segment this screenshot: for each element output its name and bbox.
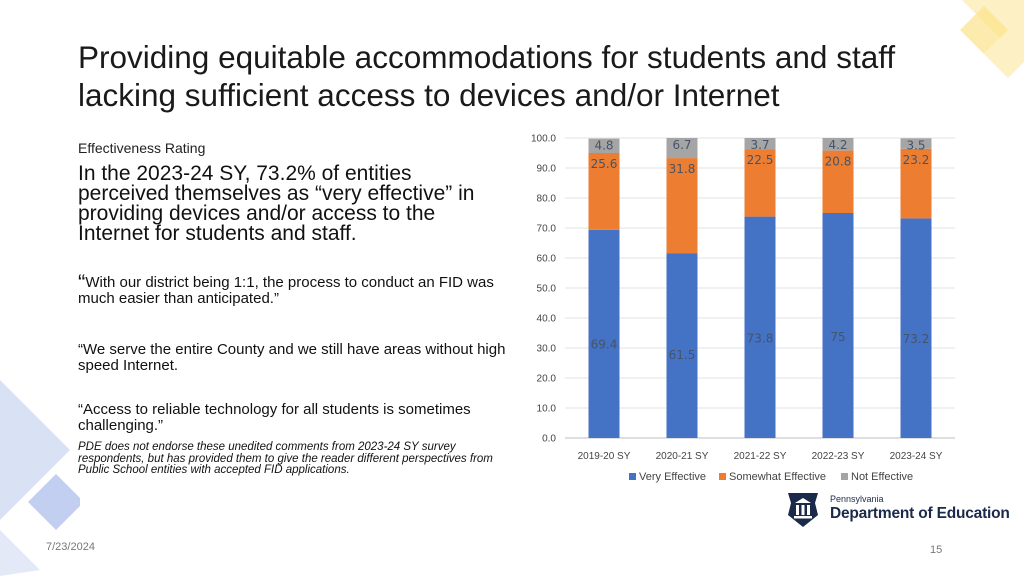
x-tick-label: 2021-22 SY	[734, 451, 787, 462]
legend: Very Effective Somewhat Effective Not Effe…	[629, 471, 913, 483]
legend-entry: Very Effective	[639, 471, 706, 483]
bar-segment	[744, 149, 776, 217]
data-label: 23.2	[903, 153, 930, 167]
data-label: 20.8	[825, 155, 852, 169]
y-tick-label: 30.0	[537, 344, 557, 355]
bar-segment	[822, 138, 854, 151]
legend-swatch	[629, 473, 636, 480]
y-tick-label: 90.0	[537, 164, 557, 175]
bar-segment	[900, 138, 932, 149]
data-label: 69.4	[591, 337, 618, 351]
data-label: 25.6	[591, 157, 618, 171]
quote-2: “We serve the entire County and we still…	[78, 341, 506, 374]
x-tick-label: 2023-24 SY	[890, 451, 943, 462]
disclaimer: PDE does not endorse these unedited comm…	[78, 441, 493, 476]
corner-decoration-bottom-left	[0, 380, 80, 576]
y-tick-label: 70.0	[537, 224, 557, 235]
x-axis-tick-labels: 2019-20 SY 2020-21 SY 2021-22 SY 2022-23 SY…	[578, 451, 943, 462]
bar-segment	[666, 253, 698, 438]
bar-segment	[588, 138, 620, 153]
legend-swatch	[719, 473, 726, 480]
stacked-bar-chart: 0.0 10.0 20.0 30.0 40.0 50.0 60.0 70.0 80.0 90.0 1…	[531, 134, 955, 483]
effectiveness-label: Effectiveness Rating	[78, 140, 206, 156]
bars	[588, 138, 932, 438]
y-tick-label: 40.0	[537, 314, 557, 325]
bar-segment	[822, 150, 854, 213]
slide-page-number: 15	[930, 544, 943, 556]
y-tick-label: 50.0	[537, 284, 557, 295]
y-tick-label: 20.0	[537, 374, 557, 385]
data-label: 61.5	[669, 348, 696, 362]
bar-segment	[900, 148, 932, 219]
y-tick-label: 0.0	[542, 434, 556, 445]
data-label: 22.5	[747, 153, 774, 167]
key-statistic: In the 2023-24 SY, 73.2% of entities per…	[78, 162, 475, 245]
data-label: 73.8	[747, 331, 774, 345]
data-label: 4.2	[828, 138, 847, 152]
data-label: 31.8	[669, 162, 696, 176]
data-label: 3.7	[750, 138, 769, 152]
bar-segment	[900, 218, 932, 438]
x-tick-label: 2022-23 SY	[812, 451, 865, 462]
left-text-panel: Effectiveness Rating In the 2023-24 SY, …	[78, 138, 508, 244]
y-axis-tick-labels: 0.0 10.0 20.0 30.0 40.0 50.0 60.0 70.0 80.0 90.0 1…	[531, 134, 556, 445]
quote-1-text: With our district being 1:1, the process…	[78, 274, 494, 307]
quote-1-open-mark: “	[78, 270, 86, 295]
quote-1: “With our district being 1:1, the proces…	[78, 272, 508, 307]
legend-swatch	[841, 473, 848, 480]
data-label: 6.7	[672, 138, 691, 152]
data-label: 4.8	[594, 139, 613, 153]
y-tick-label: 100.0	[531, 134, 556, 145]
bar-segment	[588, 153, 620, 230]
x-tick-label: 2020-21 SY	[656, 451, 709, 462]
logo-department-name: Department of Education	[830, 505, 1010, 522]
data-label: 75	[830, 330, 845, 344]
slide-title: Providing equitable accommodations for s…	[78, 39, 896, 113]
bar-segment	[822, 213, 854, 438]
bar-segment	[666, 158, 698, 254]
y-tick-label: 10.0	[537, 404, 557, 415]
data-labels: 69.4 25.6 4.8 61.5 31.8 6.7 73.8 22.53.7 75 20.8 4…	[591, 138, 930, 362]
quote-3: “Access to reliable technology for all s…	[78, 401, 471, 434]
data-label: 73.2	[903, 332, 930, 346]
pa-keystone-icon	[788, 493, 818, 527]
bar-segment	[588, 229, 620, 438]
x-tick-label: 2019-20 SY	[578, 451, 631, 462]
bar-segment	[744, 138, 776, 150]
bar-segment	[666, 138, 698, 159]
legend-entry: Somewhat Effective	[729, 471, 826, 483]
slide-date: 7/23/2024	[46, 541, 95, 553]
logo-state-name: Pennsylvania	[830, 494, 884, 504]
y-tick-label: 60.0	[537, 254, 557, 265]
corner-decoration-top-right	[960, 0, 1024, 78]
bar-segment	[744, 216, 776, 438]
y-tick-label: 80.0	[537, 194, 557, 205]
legend-entry: Not Effective	[851, 471, 913, 483]
data-label: 3.5	[906, 138, 925, 152]
